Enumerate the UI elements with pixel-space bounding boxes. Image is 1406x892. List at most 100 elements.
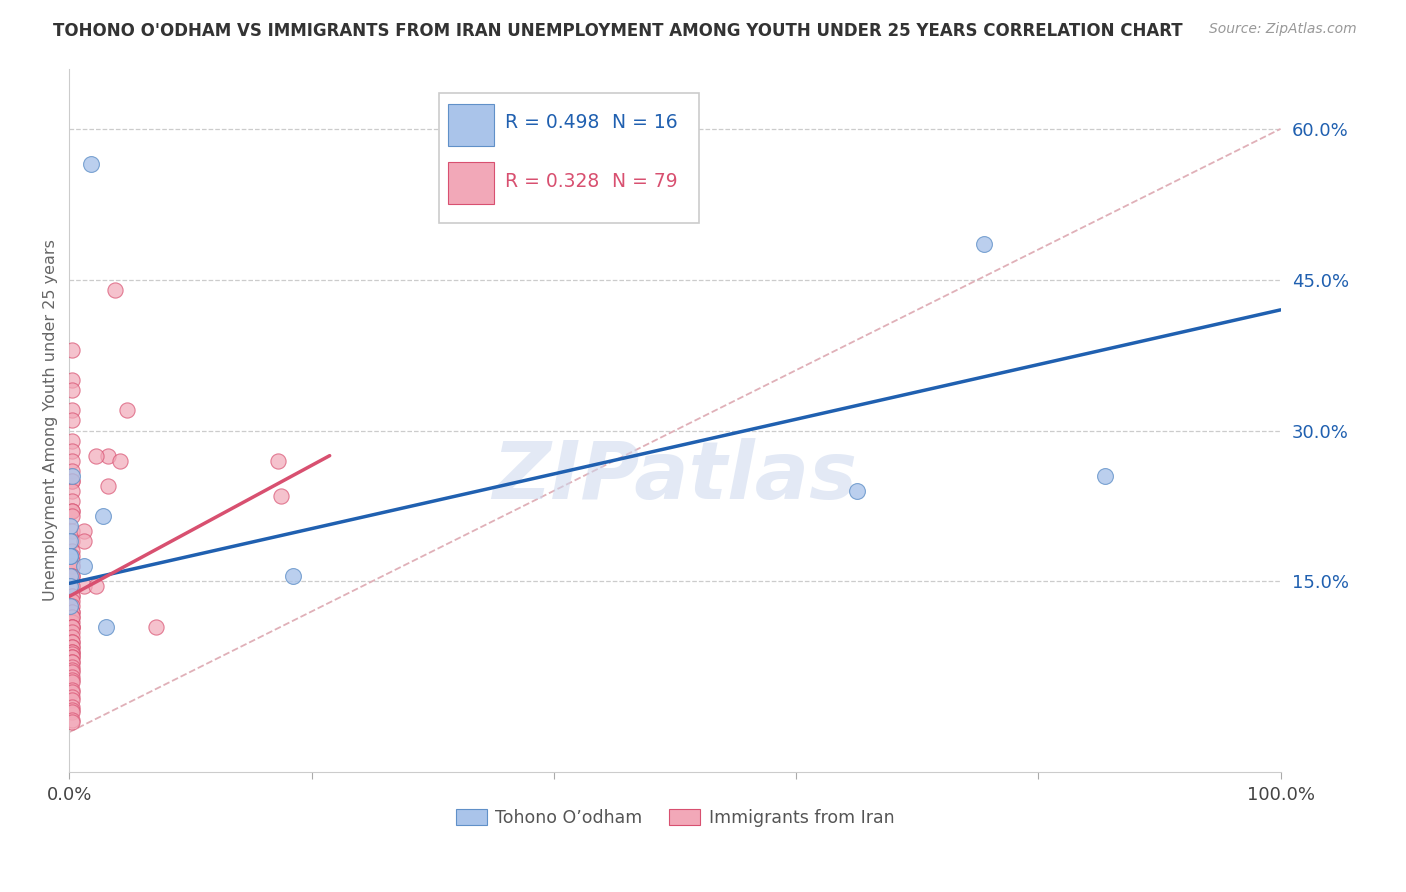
Point [60,609,83,624]
Text: N = 16: N = 16 [612,113,678,132]
Text: N = 79: N = 79 [612,171,678,191]
Point [60,403,83,417]
Point [60,634,83,648]
Point [97,449,120,463]
Point [60,483,83,498]
Text: Source: ZipAtlas.com: Source: ZipAtlas.com [1209,22,1357,37]
Point [60,615,83,629]
Point [60,645,83,659]
Point [1094,468,1116,483]
Point [60,665,83,679]
Point [60,700,83,714]
Point [60,619,83,633]
Point [60,609,83,624]
Point [59,534,82,549]
Point [60,640,83,654]
Point [59,579,82,593]
Point [59,569,82,583]
Point [60,590,83,604]
Point [283,569,305,583]
Point [973,237,995,252]
Point [60,343,83,357]
Point [84,449,107,463]
Point [97,479,120,493]
Point [60,554,83,568]
Point [60,569,83,583]
Point [84,579,107,593]
Point [60,674,83,689]
Point [60,504,83,518]
Point [60,504,83,518]
Point [60,640,83,654]
Point [60,634,83,648]
Point [60,647,83,661]
Point [60,605,83,619]
Point [60,685,83,699]
Point [60,655,83,669]
Point [60,494,83,508]
Point [73,524,96,538]
Point [104,283,127,297]
Point [108,453,131,467]
Point [59,599,82,614]
Point [60,549,83,564]
Point [59,519,82,533]
Point [73,579,96,593]
Point [60,660,83,674]
Point [60,474,83,488]
Point [60,534,83,549]
Point [60,384,83,398]
Point [266,453,288,467]
Point [60,599,83,614]
Point [60,649,83,664]
Point [59,549,82,564]
Text: R = 0.498: R = 0.498 [505,113,600,132]
Point [845,483,868,498]
Point [60,705,83,719]
Point [60,619,83,633]
Point [60,715,83,730]
Point [60,443,83,458]
Point [60,630,83,644]
Point [145,619,167,633]
FancyBboxPatch shape [439,93,699,223]
Point [60,559,83,574]
Point [270,489,292,503]
Point [60,474,83,488]
Point [60,673,83,687]
Point [60,713,83,727]
Point [60,682,83,697]
Point [60,453,83,467]
Point [60,655,83,669]
Point [80,157,103,171]
Point [91,508,114,523]
Point [60,619,83,633]
Legend: Tohono O’odham, Immigrants from Iran: Tohono O’odham, Immigrants from Iran [449,802,901,834]
Text: ZIPatlas: ZIPatlas [492,438,858,516]
FancyBboxPatch shape [449,103,495,146]
Point [73,534,96,549]
Point [60,645,83,659]
Point [60,413,83,427]
Point [60,649,83,664]
Point [60,703,83,717]
Point [59,549,82,564]
Point [60,663,83,677]
Text: TOHONO O'ODHAM VS IMMIGRANTS FROM IRAN UNEMPLOYMENT AMONG YOUTH UNDER 25 YEARS C: TOHONO O'ODHAM VS IMMIGRANTS FROM IRAN U… [53,22,1182,40]
Point [60,605,83,619]
Point [60,670,83,684]
Point [60,373,83,387]
Point [60,468,83,483]
Point [117,403,139,417]
Text: R = 0.328: R = 0.328 [505,171,599,191]
Point [60,559,83,574]
Point [94,619,117,633]
Point [60,594,83,608]
Point [60,464,83,478]
Point [60,524,83,538]
Point [60,693,83,707]
Point [60,590,83,604]
Point [60,569,83,583]
Point [60,434,83,448]
Point [60,579,83,593]
